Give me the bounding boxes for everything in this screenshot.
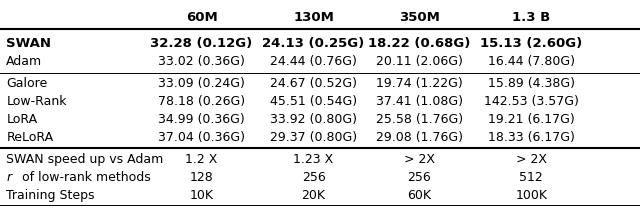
Text: > 2X: > 2X: [516, 153, 547, 166]
Text: 29.08 (1.76G): 29.08 (1.76G): [376, 131, 463, 144]
Text: Training Steps: Training Steps: [6, 189, 95, 202]
Text: 18.33 (6.17G): 18.33 (6.17G): [488, 131, 575, 144]
Text: 20K: 20K: [301, 189, 326, 202]
Text: 1.2 X: 1.2 X: [186, 153, 218, 166]
Text: of low-rank methods: of low-rank methods: [18, 171, 150, 184]
Text: 45.51 (0.54G): 45.51 (0.54G): [270, 95, 357, 108]
Text: 19.74 (1.22G): 19.74 (1.22G): [376, 77, 463, 90]
Text: 256: 256: [301, 171, 326, 184]
Text: 350M: 350M: [399, 11, 440, 24]
Text: 16.44 (7.80G): 16.44 (7.80G): [488, 55, 575, 68]
Text: 60K: 60K: [407, 189, 431, 202]
Text: 1.3 B: 1.3 B: [512, 11, 550, 24]
Text: r: r: [6, 171, 12, 184]
Text: 1.23 X: 1.23 X: [294, 153, 333, 166]
Text: 15.13 (2.60G): 15.13 (2.60G): [480, 37, 582, 50]
Text: 33.02 (0.36G): 33.02 (0.36G): [158, 55, 245, 68]
Text: SWAN: SWAN: [6, 37, 51, 50]
Text: 15.89 (4.38G): 15.89 (4.38G): [488, 77, 575, 90]
Text: 142.53 (3.57G): 142.53 (3.57G): [484, 95, 579, 108]
Text: 19.21 (6.17G): 19.21 (6.17G): [488, 113, 575, 126]
Text: 37.04 (0.36G): 37.04 (0.36G): [158, 131, 245, 144]
Text: Adam: Adam: [6, 55, 42, 68]
Text: > 2X: > 2X: [404, 153, 435, 166]
Text: 78.18 (0.26G): 78.18 (0.26G): [158, 95, 245, 108]
Text: 29.37 (0.80G): 29.37 (0.80G): [270, 131, 357, 144]
Text: 130M: 130M: [293, 11, 334, 24]
Text: 60M: 60M: [186, 11, 218, 24]
Text: ReLoRA: ReLoRA: [6, 131, 54, 144]
Text: 33.92 (0.80G): 33.92 (0.80G): [270, 113, 357, 126]
Text: 256: 256: [407, 171, 431, 184]
Text: 37.41 (1.08G): 37.41 (1.08G): [376, 95, 463, 108]
Text: 10K: 10K: [189, 189, 214, 202]
Text: 33.09 (0.24G): 33.09 (0.24G): [158, 77, 245, 90]
Text: 24.67 (0.52G): 24.67 (0.52G): [270, 77, 357, 90]
Text: 20.11 (2.06G): 20.11 (2.06G): [376, 55, 463, 68]
Text: SWAN speed up vs Adam: SWAN speed up vs Adam: [6, 153, 164, 166]
Text: 100K: 100K: [515, 189, 547, 202]
Text: 32.28 (0.12G): 32.28 (0.12G): [150, 37, 253, 50]
Text: 128: 128: [189, 171, 214, 184]
Text: 24.44 (0.76G): 24.44 (0.76G): [270, 55, 357, 68]
Text: 24.13 (0.25G): 24.13 (0.25G): [262, 37, 365, 50]
Text: LoRA: LoRA: [6, 113, 38, 126]
Text: 18.22 (0.68G): 18.22 (0.68G): [368, 37, 470, 50]
Text: 25.58 (1.76G): 25.58 (1.76G): [376, 113, 463, 126]
Text: 512: 512: [519, 171, 543, 184]
Text: Galore: Galore: [6, 77, 47, 90]
Text: Low-Rank: Low-Rank: [6, 95, 67, 108]
Text: 34.99 (0.36G): 34.99 (0.36G): [158, 113, 245, 126]
